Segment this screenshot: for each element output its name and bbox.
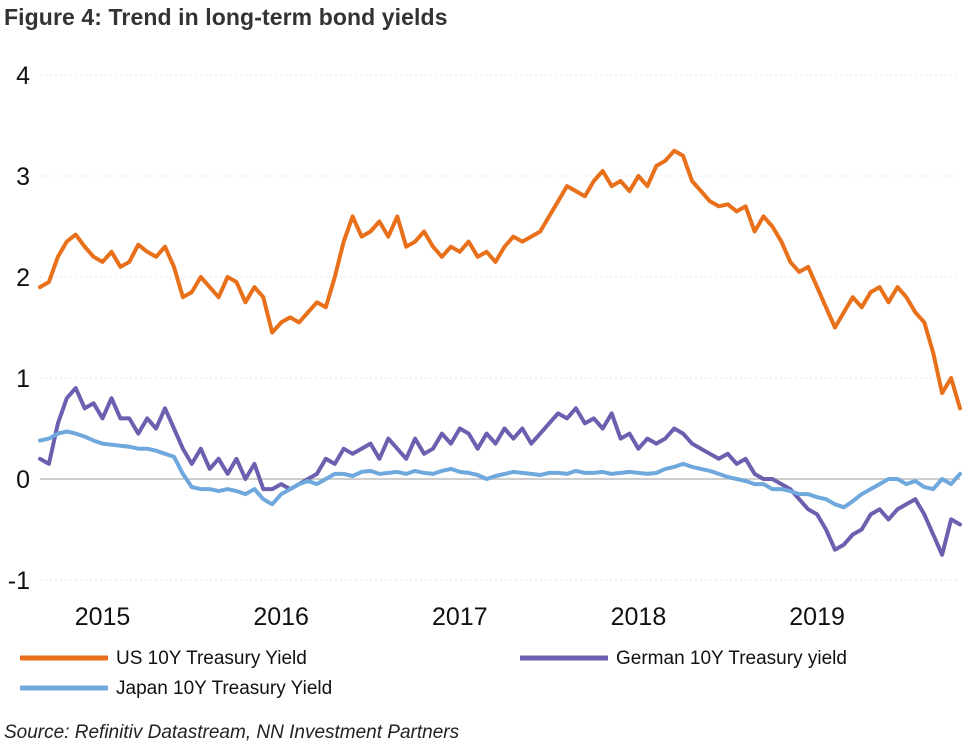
legend-label: Japan 10Y Treasury Yield (116, 678, 332, 699)
x-tick-label: 2019 (789, 603, 845, 631)
legend-label: US 10Y Treasury Yield (116, 648, 307, 669)
y-axis-tick-labels: -1 0 1 2 3 4 (8, 62, 30, 595)
x-tick-label: 2017 (432, 603, 488, 631)
y-tick-label: 3 (16, 163, 30, 191)
y-tick-label: 2 (16, 264, 30, 292)
x-axis-tick-labels: 2015 2016 2017 2018 2019 (75, 603, 845, 631)
y-tick-label: 0 (16, 466, 30, 494)
series-lines (38, 148, 962, 557)
series-line-1 (38, 148, 962, 411)
series-line-3 (38, 429, 962, 510)
source-note: Source: Refinitiv Datastream, NN Investm… (4, 722, 460, 743)
y-tick-label: 4 (16, 62, 30, 90)
x-tick-label: 2015 (75, 603, 131, 631)
legend-label: German 10Y Treasury yield (616, 648, 847, 669)
y-tick-label: -1 (8, 567, 30, 595)
y-tick-label: 1 (16, 365, 30, 393)
series-line-2 (38, 386, 962, 557)
x-tick-label: 2016 (253, 603, 309, 631)
gridlines (40, 74, 960, 581)
x-tick-label: 2018 (611, 603, 667, 631)
chart-title: Figure 4: Trend in long-term bond yields (4, 4, 448, 30)
legend: US 10Y Treasury Yield German 10Y Treasury… (20, 648, 847, 699)
